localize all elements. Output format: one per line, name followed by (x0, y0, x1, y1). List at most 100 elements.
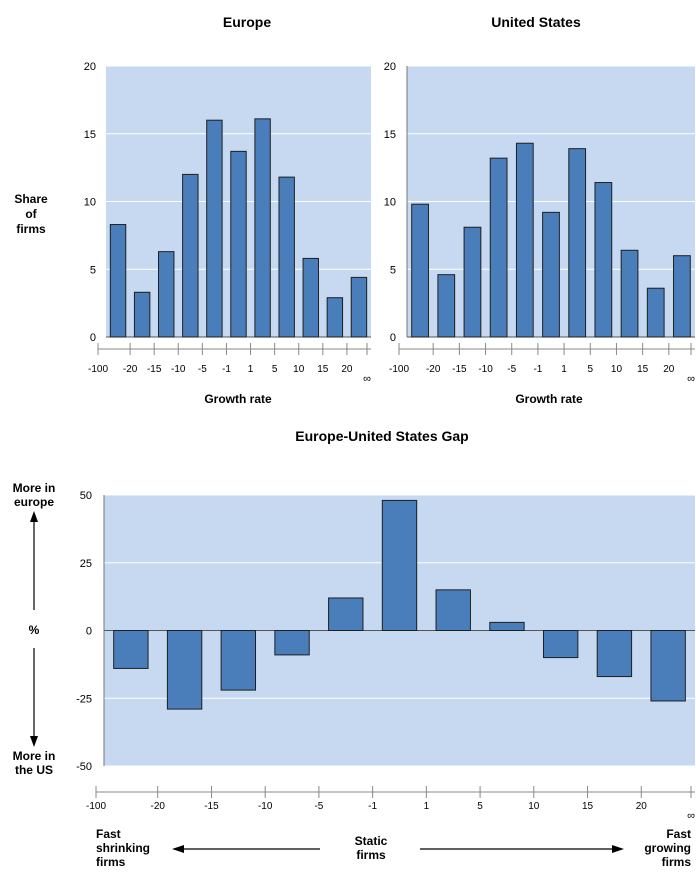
bar (113, 630, 149, 669)
x-tick-label: -10 (258, 801, 273, 812)
bar (411, 203, 429, 338)
y-axis-label-line: firms (16, 222, 46, 236)
bar (166, 630, 203, 710)
bar (650, 630, 686, 702)
bar (109, 224, 127, 338)
arrow-up-head (30, 511, 38, 522)
y-tick-label: 0 (390, 332, 396, 344)
bar (489, 621, 525, 631)
x-tick-label: 15 (317, 364, 329, 375)
x-tick-label: 20 (341, 364, 353, 375)
x-tick-label: 20 (663, 364, 675, 375)
x-tick-label: 5 (587, 364, 593, 375)
x-tick-label: 20 (636, 801, 648, 812)
x-tick-label: -100 (88, 364, 108, 375)
y-axis-label: % (29, 623, 40, 637)
x-tick-label: 1 (561, 364, 567, 375)
bar (596, 630, 633, 678)
x-tick-label: -5 (507, 364, 516, 375)
annotation-fast-growing: firms (662, 855, 692, 869)
bar (463, 226, 482, 338)
chart-title: United States (491, 14, 581, 30)
x-tick-label: ∞ (687, 810, 695, 822)
bar (381, 499, 418, 632)
x-tick-label: -5 (198, 364, 207, 375)
bar (515, 142, 534, 338)
y-tick-label: 10 (384, 197, 396, 209)
y-axis-label-line: of (25, 207, 37, 221)
annotation-static-firms: firms (356, 848, 386, 862)
y-tick-label: -50 (76, 761, 92, 773)
y-tick-label: 15 (384, 129, 396, 141)
x-tick-label: 5 (272, 364, 278, 375)
y-axis-label-line: Share (14, 192, 48, 206)
annotation-more-in-us: More in (13, 749, 56, 763)
x-tick-label: -20 (151, 801, 166, 812)
bar (594, 182, 613, 338)
x-tick-label: -10 (478, 364, 493, 375)
x-tick-label: -1 (368, 801, 377, 812)
bar (620, 249, 639, 338)
y-tick-label: 50 (80, 490, 92, 502)
x-tick-label: -15 (204, 801, 219, 812)
x-tick-label: 10 (293, 364, 305, 375)
x-tick-label: -15 (147, 364, 162, 375)
annotation-fast-growing: Fast (666, 827, 691, 841)
bar (326, 297, 344, 338)
bar (437, 274, 456, 338)
x-axis-label: Growth rate (515, 392, 583, 406)
bar (220, 630, 257, 691)
bar (568, 148, 587, 338)
annotation-more-in-us: the US (15, 763, 53, 777)
annotation-fast-shrinking: firms (96, 855, 126, 869)
bar (254, 118, 271, 338)
x-tick-label: -1 (533, 364, 542, 375)
arrow-left-head (172, 845, 184, 853)
x-tick-label: ∞ (363, 373, 371, 385)
bar (542, 211, 560, 338)
bar (350, 276, 368, 338)
annotation-more-in-europe: More in (13, 481, 56, 495)
x-tick-label: -15 (452, 364, 467, 375)
bar (542, 630, 579, 659)
bar (182, 173, 199, 338)
x-tick-label: -20 (123, 364, 138, 375)
y-tick-label: 0 (90, 332, 96, 344)
y-tick-label: 20 (384, 61, 396, 73)
x-tick-label: -5 (314, 801, 323, 812)
bar (673, 255, 691, 338)
x-tick-label: -100 (389, 364, 409, 375)
y-tick-label: 5 (390, 264, 396, 276)
annotation-fast-shrinking: shrinking (96, 841, 150, 855)
x-tick-label: 15 (637, 364, 649, 375)
bar (302, 257, 319, 338)
bar (278, 176, 295, 338)
bar (206, 119, 223, 338)
y-tick-label: 20 (84, 61, 96, 73)
y-tick-label: 0 (86, 626, 92, 638)
annotation-fast-growing: growing (644, 841, 691, 855)
bar (274, 630, 310, 656)
x-tick-label: -10 (171, 364, 186, 375)
bar (489, 157, 508, 338)
arrow-right-head (612, 845, 624, 853)
y-tick-label: 15 (84, 129, 96, 141)
chart-title: Europe (223, 14, 271, 30)
y-tick-label: -25 (76, 693, 92, 705)
x-tick-label: -100 (86, 801, 106, 812)
x-tick-label: -1 (222, 364, 231, 375)
x-tick-label: 10 (611, 364, 623, 375)
x-tick-label: 1 (248, 364, 254, 375)
bar (133, 291, 151, 338)
annotation-more-in-europe: europe (14, 495, 54, 509)
x-tick-label: -20 (426, 364, 441, 375)
arrow-down-head (30, 736, 38, 747)
x-tick-label: 5 (477, 801, 483, 812)
bar (646, 287, 665, 338)
bar (328, 597, 364, 631)
y-tick-label: 10 (84, 197, 96, 209)
x-tick-label: 10 (528, 801, 540, 812)
x-tick-label: 1 (424, 801, 430, 812)
